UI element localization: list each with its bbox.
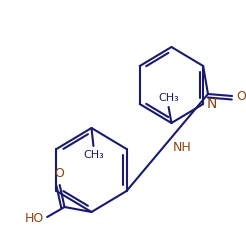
Text: NH: NH <box>173 141 192 154</box>
Text: O: O <box>236 89 246 103</box>
Text: CH₃: CH₃ <box>158 93 179 103</box>
Text: N: N <box>207 97 217 111</box>
Text: O: O <box>54 167 64 180</box>
Text: CH₃: CH₃ <box>83 150 104 160</box>
Text: HO: HO <box>25 211 44 225</box>
